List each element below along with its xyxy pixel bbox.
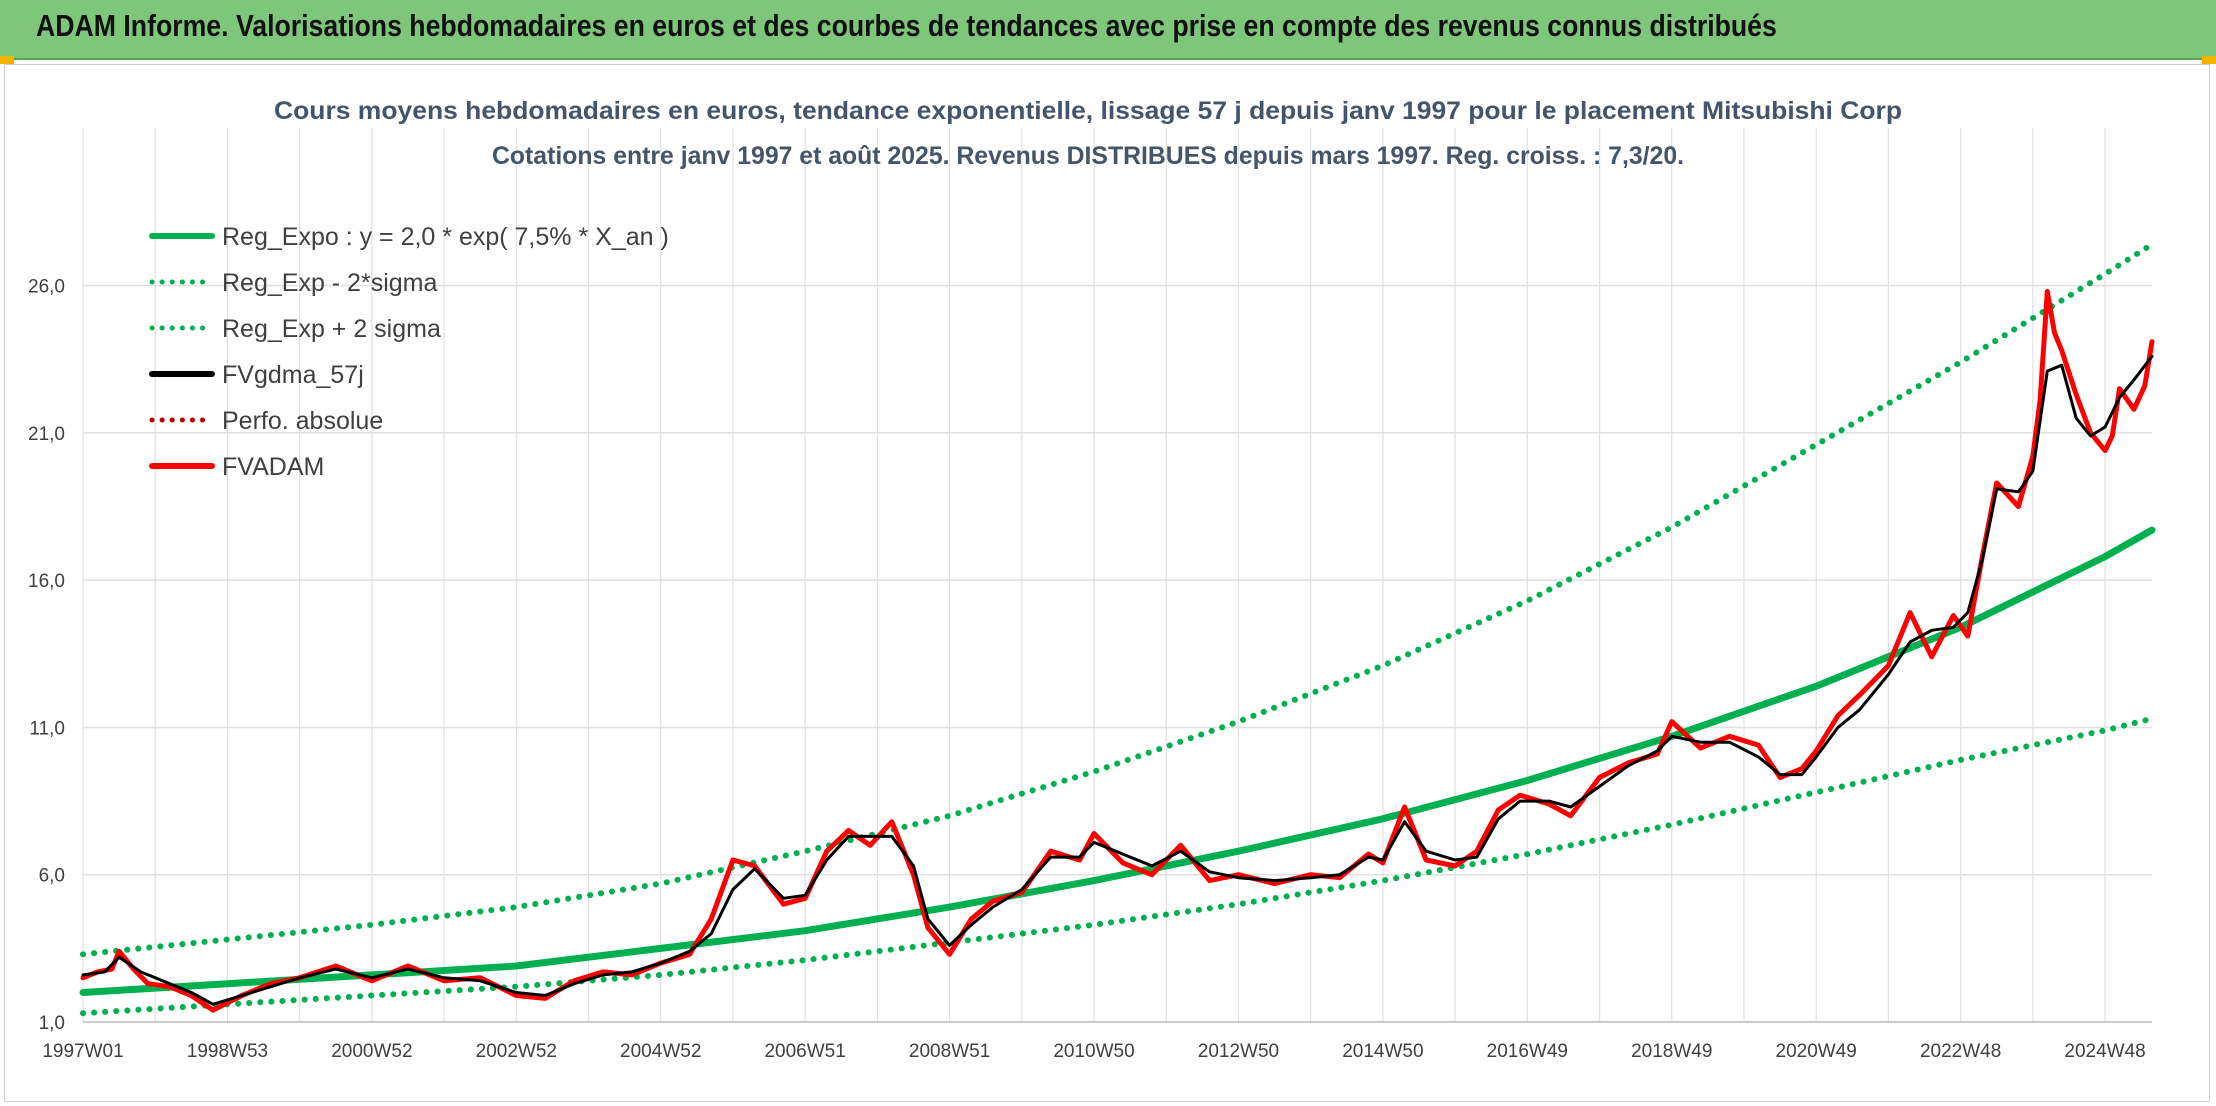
legend-label-fvgdma: FVgdma_57j	[222, 361, 364, 389]
legend-label-fvadam: FVADAM	[222, 453, 324, 481]
corner-marker-left	[0, 56, 14, 64]
x-tick-label: 2002W52	[476, 1041, 557, 1062]
series-line-fvgdma	[81, 354, 2154, 1006]
series-line-reg_lower	[80, 715, 2155, 1017]
chart-grid	[82, 128, 2152, 1023]
x-tick-label: 2024W48	[2064, 1041, 2145, 1062]
x-tick-label: 1997W01	[42, 1041, 123, 1062]
x-tick-label: 2022W48	[1920, 1041, 2001, 1062]
series-line-fvadam	[80, 289, 2155, 1013]
chart-series	[79, 241, 2156, 1017]
chart-subtitle: Cotations entre janv 1997 et août 2025. …	[492, 142, 1684, 170]
legend-label-perfo: Perfo. absolue	[222, 407, 383, 435]
legend-label-reg_expo: Reg_Expo : y = 2,0 * exp( 7,5% * X_an )	[222, 223, 669, 251]
chart-title: Cours moyens hebdomadaires en euros, ten…	[274, 97, 1902, 125]
x-tick-label: 2020W49	[1776, 1041, 1857, 1062]
x-tick-label: 2016W49	[1487, 1041, 1568, 1062]
chart-tick-labels: 1,0 6,0 11,0 16,0 21,0 26,0 1997W01 1998W53 2000…	[28, 277, 2146, 1062]
series-line-reg_expo	[79, 526, 2156, 996]
x-tick-label: 2012W50	[1198, 1041, 1279, 1062]
report-banner: ADAM Informe. Valorisations hebdomadaire…	[0, 0, 2216, 60]
y-tick-label: 16,0	[28, 571, 65, 592]
legend-label-reg_upper: Reg_Exp + 2 sigma	[222, 315, 441, 343]
y-tick-label: 1,0	[39, 1013, 65, 1034]
y-tick-label: 6,0	[39, 866, 65, 887]
chart-legend: Reg_Expo : y = 2,0 * exp( 7,5% * X_an ) R…	[149, 223, 669, 481]
x-tick-label: 2000W52	[331, 1041, 412, 1062]
series-line-reg_upper	[80, 241, 2155, 958]
x-tick-label: 2008W51	[909, 1041, 990, 1062]
x-tick-label: 2014W50	[1342, 1041, 1423, 1062]
y-tick-label: 21,0	[28, 424, 65, 445]
chart-frame	[4, 64, 2210, 1102]
corner-marker-right	[2202, 56, 2216, 64]
legend-label-reg_lower: Reg_Exp - 2*sigma	[222, 269, 437, 297]
y-tick-label: 26,0	[28, 277, 65, 298]
report-title: ADAM Informe. Valorisations hebdomadaire…	[36, 8, 1777, 43]
x-tick-label: 2010W50	[1053, 1041, 1134, 1062]
x-tick-label: 2006W51	[764, 1041, 845, 1062]
y-tick-label: 11,0	[29, 718, 65, 739]
x-tick-label: 2004W52	[620, 1041, 701, 1062]
x-tick-label: 1998W53	[187, 1041, 268, 1062]
x-tick-label: 2018W49	[1631, 1041, 1712, 1062]
